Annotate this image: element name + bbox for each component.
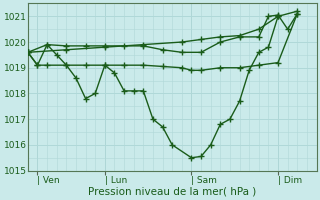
X-axis label: Pression niveau de la mer( hPa ): Pression niveau de la mer( hPa ): [88, 187, 256, 197]
